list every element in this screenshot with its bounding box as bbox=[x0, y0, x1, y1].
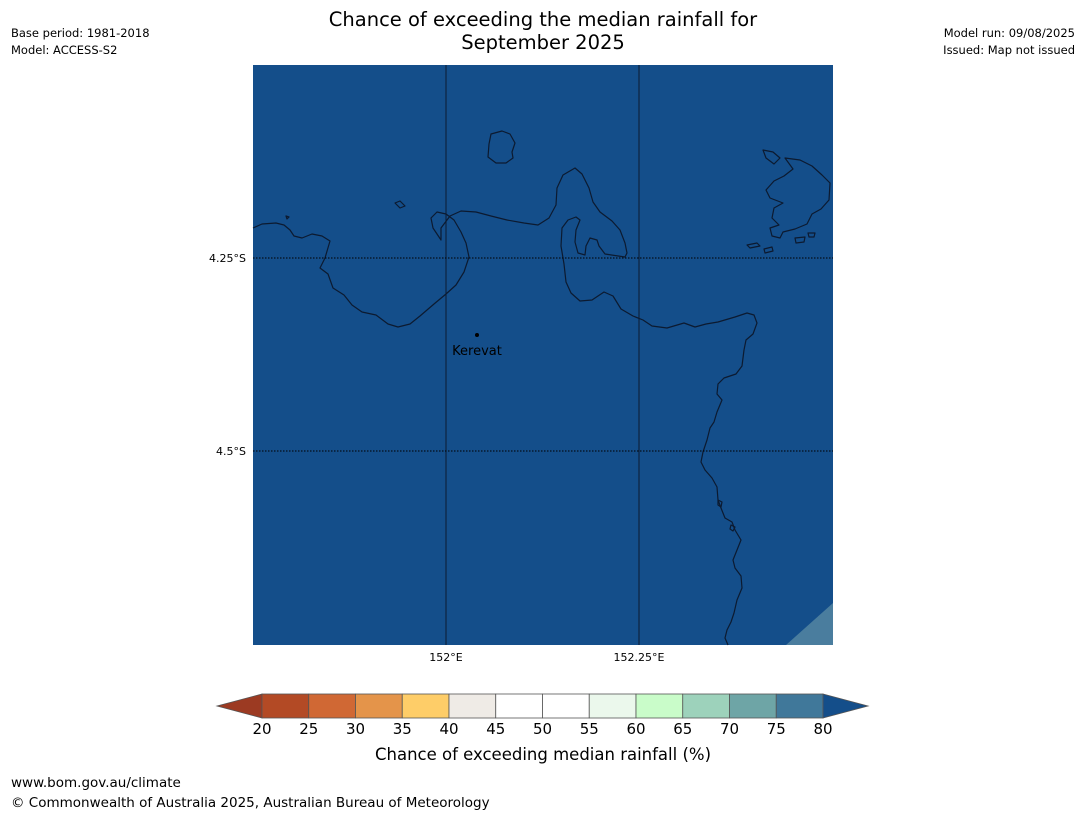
kerevat-marker bbox=[475, 333, 479, 337]
colorbar-segment bbox=[729, 693, 777, 719]
colorbar-label: Chance of exceeding median rainfall (%) bbox=[374, 745, 712, 764]
footer-copyright: © Commonwealth of Australia 2025, Austra… bbox=[11, 795, 490, 811]
colorbar-tick-label: 80 bbox=[813, 720, 833, 738]
colorbar-segment bbox=[355, 693, 403, 719]
title-line-2: September 2025 bbox=[461, 31, 625, 54]
model-text: Model: ACCESS-S2 bbox=[11, 43, 118, 57]
colorbar-segment bbox=[495, 693, 543, 719]
graticule bbox=[253, 65, 833, 645]
coastline-duke-of-york-4 bbox=[763, 246, 774, 254]
footer-url[interactable]: www.bom.gov.au/climate bbox=[11, 775, 181, 791]
coastline-duke-of-york-3 bbox=[746, 242, 761, 249]
coastlines bbox=[252, 130, 831, 646]
colorbar-segment bbox=[588, 693, 637, 719]
map-title: Chance of exceeding the median rainfall … bbox=[243, 8, 843, 54]
colorbar-tick-label: 35 bbox=[392, 720, 412, 738]
colorbar-tick-label: 60 bbox=[626, 720, 646, 738]
colorbar-tick-label: 45 bbox=[486, 720, 506, 738]
colorbar-tick-label: 50 bbox=[532, 720, 553, 738]
colorbar-tick-label: 40 bbox=[439, 720, 459, 738]
colorbar-segment bbox=[308, 693, 356, 719]
base-period-text: Base period: 1981-2018 bbox=[11, 26, 150, 40]
model-run-text: Model run: 09/08/2025 bbox=[943, 26, 1075, 40]
coastline-gazelle-peninsula bbox=[252, 167, 758, 646]
colorbar-segment bbox=[448, 693, 497, 719]
colorbar-segment bbox=[401, 693, 450, 719]
coastline-duke-of-york-1 bbox=[762, 149, 781, 165]
colorbar-low-extend bbox=[215, 693, 263, 719]
colorbar-tick-label: 55 bbox=[579, 720, 599, 738]
lat-label-4-25s: 4.25°S bbox=[209, 252, 246, 265]
colorbar-segment bbox=[635, 693, 684, 719]
issued-text: Issued: Map not issued bbox=[943, 43, 1075, 57]
colorbar-segment bbox=[542, 693, 590, 719]
lon-label-152e: 152°E bbox=[429, 651, 462, 664]
colorbar-segments bbox=[261, 693, 824, 719]
header-right: Model run: 09/08/2025 Issued: Map not is… bbox=[943, 25, 1075, 59]
header-left: Base period: 1981-2018 Model: ACCESS-S2 bbox=[11, 25, 150, 59]
coastline-islet-east-1 bbox=[717, 499, 723, 508]
colorbar-tick-label: 65 bbox=[673, 720, 693, 738]
kerevat-label: Kerevat bbox=[452, 344, 502, 359]
coastline-islet-east-2 bbox=[729, 524, 736, 532]
colorbar bbox=[215, 693, 870, 719]
lon-label-152-25e: 152.25°E bbox=[614, 651, 665, 664]
map-background bbox=[253, 65, 833, 645]
coastline-island-north bbox=[487, 130, 516, 164]
colorbar-tick-label: 30 bbox=[345, 720, 366, 738]
map-higher-probability-area bbox=[786, 603, 833, 645]
colorbar-tick-label: 70 bbox=[719, 720, 740, 738]
coastline-duke-of-york-5 bbox=[794, 236, 806, 244]
coastline-islet-2 bbox=[285, 215, 290, 220]
lat-label-4-5s: 4.5°S bbox=[216, 445, 246, 458]
title-line-1: Chance of exceeding the median rainfall … bbox=[328, 8, 758, 31]
coastline-duke-of-york-6 bbox=[807, 232, 816, 238]
colorbar-segment bbox=[261, 693, 310, 719]
colorbar-tick-label: 20 bbox=[252, 720, 272, 738]
colorbar-tick-label: 75 bbox=[766, 720, 786, 738]
coastline-duke-of-york-2 bbox=[765, 157, 831, 239]
coastline-islet-1 bbox=[394, 200, 406, 209]
rainfall-map: Kerevat 4.25°S 4.5°S 152°E 152.25°E bbox=[209, 65, 833, 664]
colorbar-tick-label: 25 bbox=[299, 720, 319, 738]
colorbar-high-extend bbox=[822, 693, 870, 719]
colorbar-segment bbox=[682, 693, 730, 719]
colorbar-segment bbox=[775, 693, 824, 719]
